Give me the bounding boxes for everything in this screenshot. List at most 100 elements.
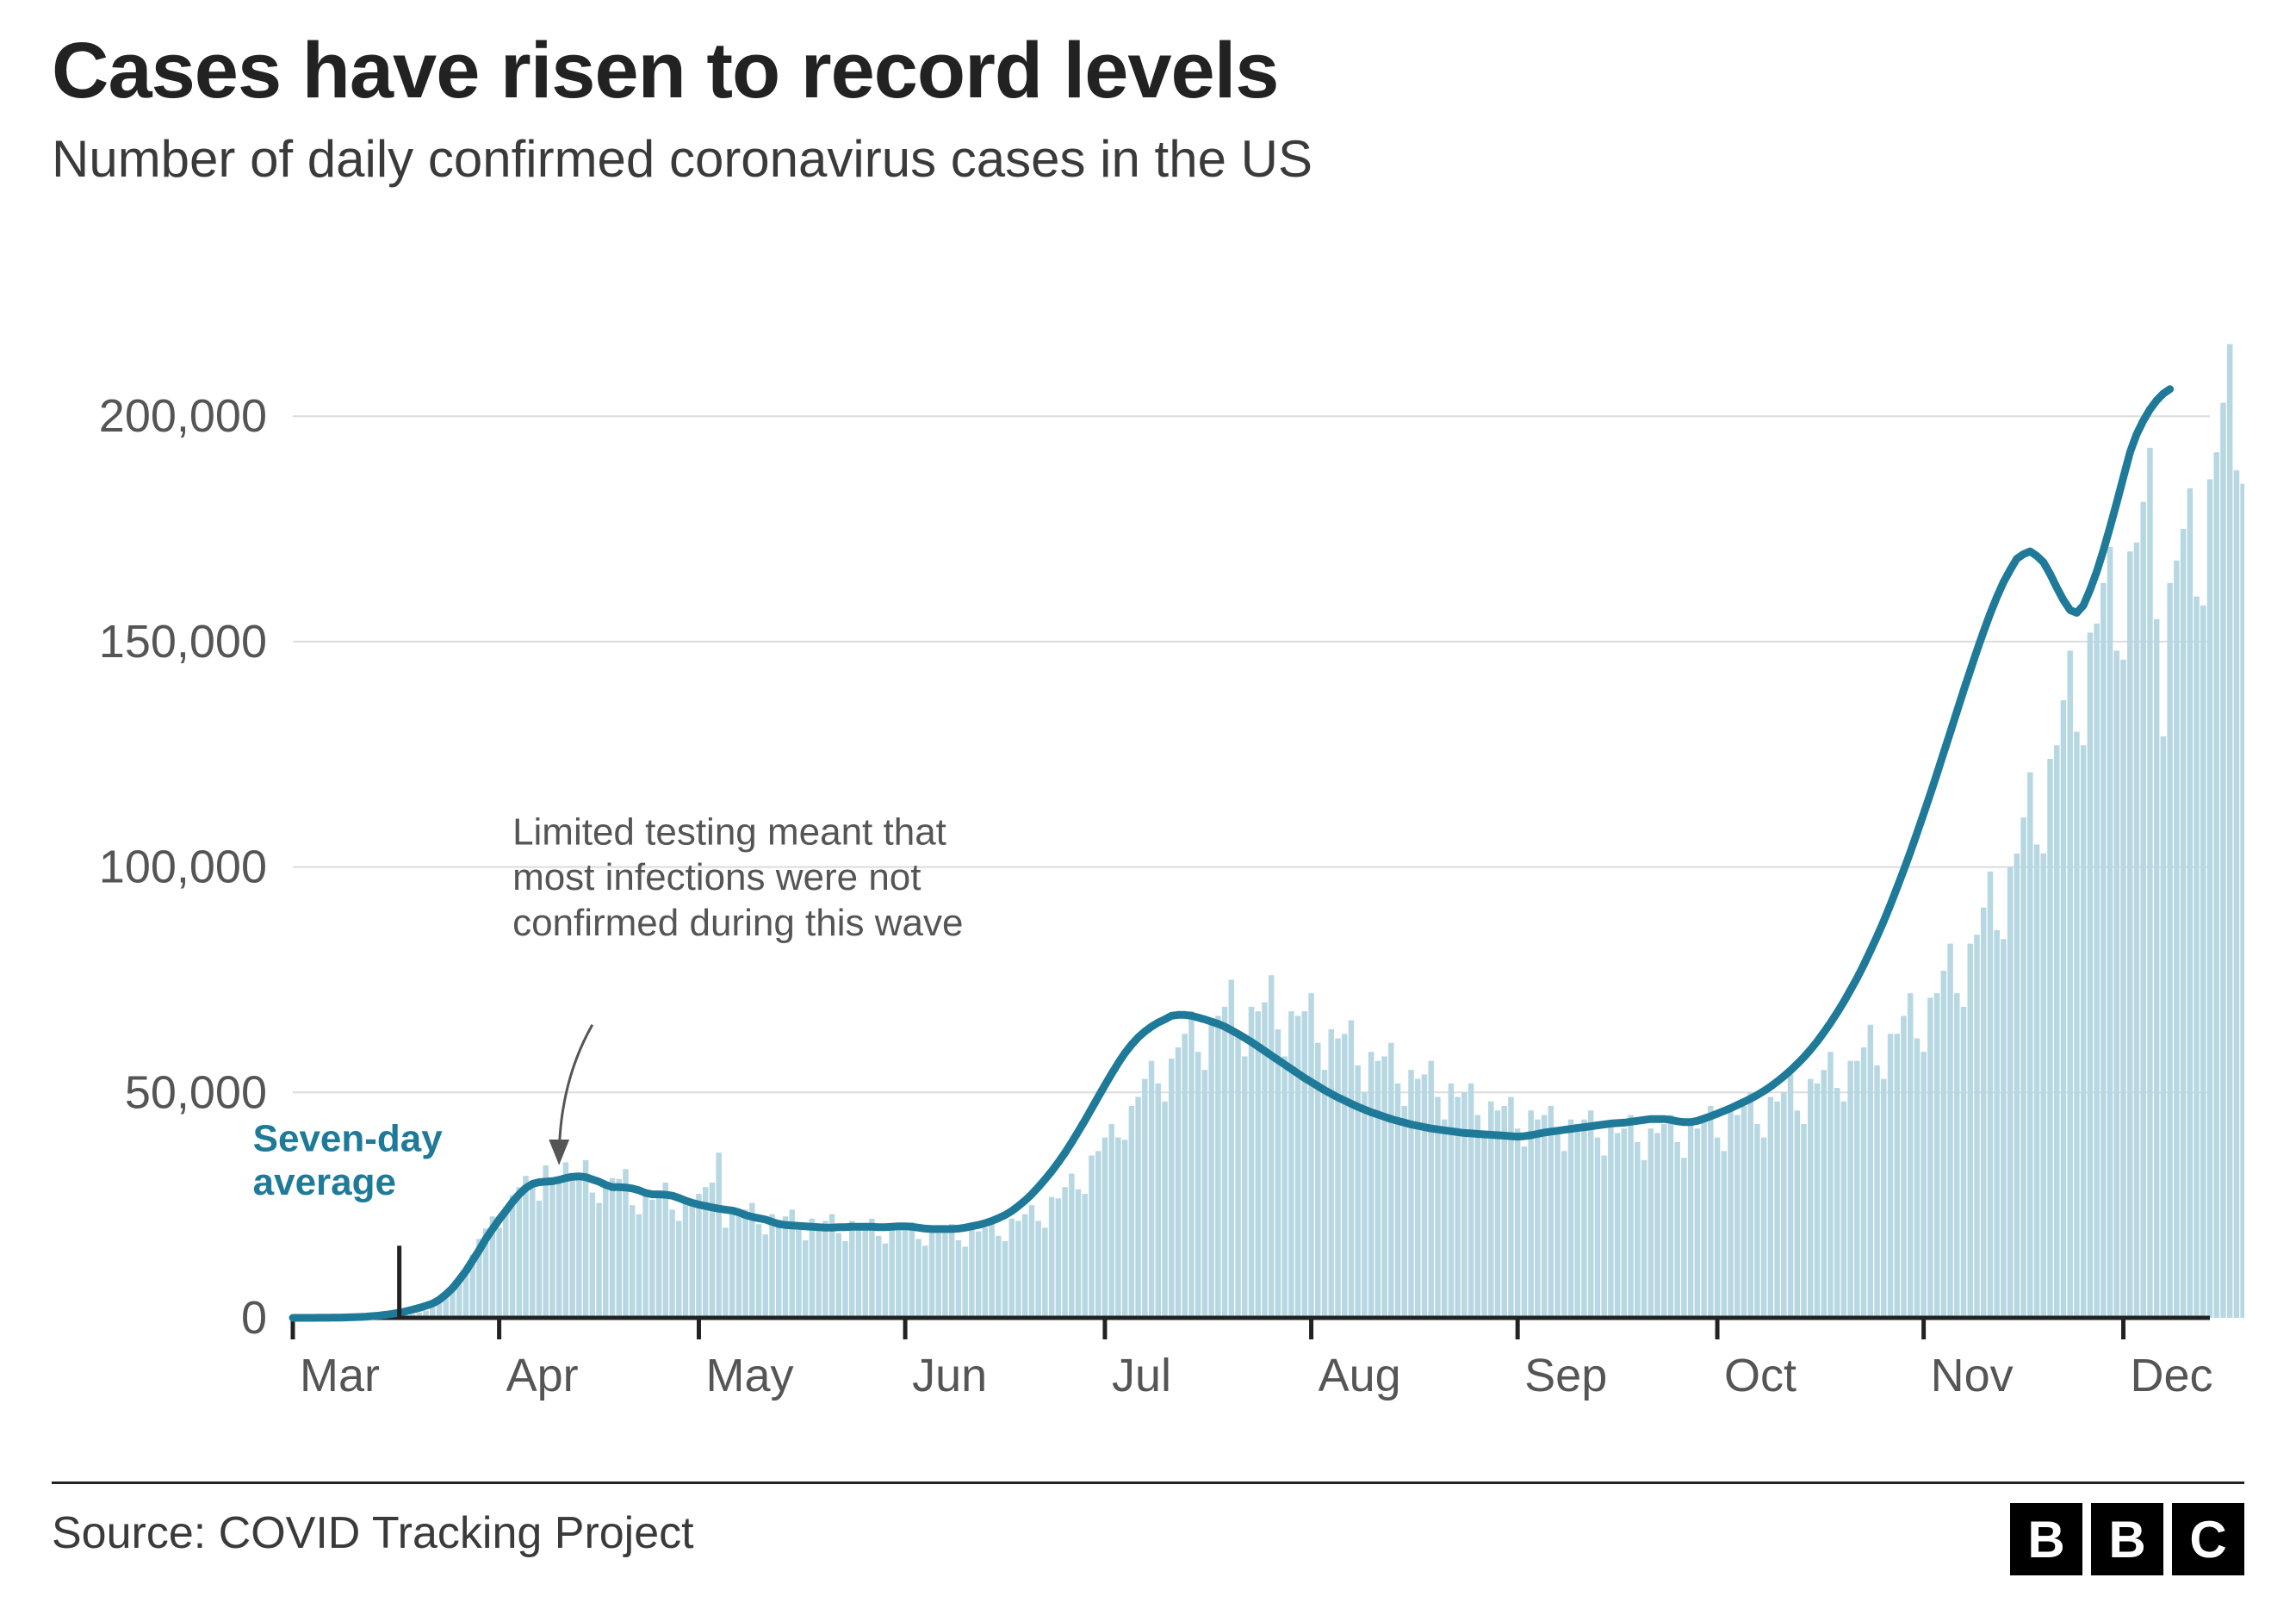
bar [1722, 1151, 1727, 1318]
bar [816, 1224, 821, 1318]
bar [1269, 975, 1274, 1318]
bar [549, 1177, 555, 1318]
bar [603, 1185, 608, 1318]
annotation-text: confirmed during this wave [512, 902, 963, 944]
bar [1029, 1205, 1034, 1318]
bar [2007, 867, 2013, 1318]
bar [1442, 1120, 1447, 1318]
bar [1322, 1070, 1327, 1318]
bar [1335, 1038, 1340, 1318]
bar [1628, 1115, 1633, 1318]
bar [2067, 650, 2072, 1318]
bar [2114, 650, 2119, 1318]
x-tick-label: Jun [912, 1350, 987, 1401]
bar [1568, 1120, 1573, 1318]
bar [736, 1215, 742, 1318]
bar [1947, 944, 1952, 1318]
bar [1042, 1227, 1047, 1318]
bar [663, 1183, 668, 1318]
bar [1495, 1110, 1500, 1318]
bar [1815, 1084, 1820, 1318]
bar [710, 1183, 715, 1318]
bar [1255, 1011, 1260, 1318]
bar [1002, 1241, 1008, 1318]
bar [1329, 1029, 1334, 1318]
bar [763, 1234, 768, 1318]
bar [1362, 1092, 1367, 1318]
bar [1089, 1156, 1094, 1318]
bar [1049, 1197, 1054, 1318]
bar [1115, 1138, 1120, 1318]
bar [729, 1208, 735, 1318]
bar [2234, 470, 2239, 1318]
bar [949, 1224, 954, 1318]
bar [1668, 1115, 1673, 1318]
bar [1654, 1133, 1660, 1318]
bar [2120, 660, 2125, 1318]
x-tick-label: Jul [1112, 1350, 1171, 1401]
bar [616, 1179, 621, 1318]
source-label: Source: COVID Tracking Project [52, 1507, 694, 1559]
bar [1449, 1084, 1454, 1318]
y-tick-label: 150,000 [99, 616, 267, 668]
bar [2081, 745, 2086, 1318]
bar [1295, 1016, 1300, 1318]
bar [1894, 1034, 1899, 1318]
bar [836, 1233, 841, 1318]
bar [1375, 1061, 1381, 1318]
bar [1208, 1021, 1213, 1318]
x-tick-label: Dec [2131, 1350, 2213, 1401]
bar [437, 1303, 442, 1318]
bar [543, 1165, 548, 1318]
y-tick-label: 100,000 [99, 842, 267, 893]
bar [942, 1230, 947, 1318]
bar [1622, 1128, 1627, 1318]
bar [496, 1227, 501, 1318]
bar [2194, 597, 2199, 1318]
bar [1908, 993, 1913, 1318]
bar [1921, 1052, 1926, 1318]
bar [1981, 908, 1986, 1318]
bar [1934, 993, 1939, 1318]
bar [1056, 1198, 1061, 1318]
bar [935, 1233, 940, 1318]
bar [2161, 736, 2166, 1318]
bar [1508, 1097, 1513, 1318]
bar [1249, 1007, 1254, 1318]
bar [1368, 1052, 1374, 1318]
bar [776, 1220, 781, 1318]
bar [2101, 583, 2106, 1318]
bar [1561, 1151, 1567, 1318]
x-tick-label: May [705, 1350, 793, 1401]
bar [642, 1190, 648, 1318]
bar [1741, 1106, 1747, 1318]
bar [922, 1245, 928, 1318]
bar [2088, 632, 2093, 1318]
x-tick-label: Aug [1319, 1350, 1401, 1401]
bar [723, 1227, 728, 1318]
bar [537, 1201, 542, 1318]
bar [1122, 1140, 1127, 1318]
chart: MarAprMayJunJulAugSepOctNovDec050,000100… [52, 224, 2244, 1447]
bar [1881, 1079, 1886, 1318]
bar [649, 1200, 655, 1318]
bar [1854, 1061, 1859, 1318]
bar [1988, 872, 1993, 1318]
bar [1288, 1011, 1294, 1318]
bar [1968, 944, 1973, 1318]
bar [1022, 1214, 1027, 1318]
page: Cases have risen to record levels Number… [0, 0, 2296, 1615]
bar [1468, 1084, 1474, 1318]
bar [1281, 1056, 1287, 1318]
bar [1914, 1038, 1920, 1318]
bar [1941, 971, 1946, 1318]
bar [983, 1227, 988, 1318]
bar [929, 1227, 934, 1318]
bar [1868, 1025, 1873, 1318]
bar [683, 1198, 688, 1318]
bar [1461, 1092, 1467, 1318]
bar [2041, 854, 2046, 1318]
annotation-text: most infections were not [512, 856, 921, 898]
bar [1481, 1138, 1486, 1318]
bar [523, 1176, 528, 1318]
